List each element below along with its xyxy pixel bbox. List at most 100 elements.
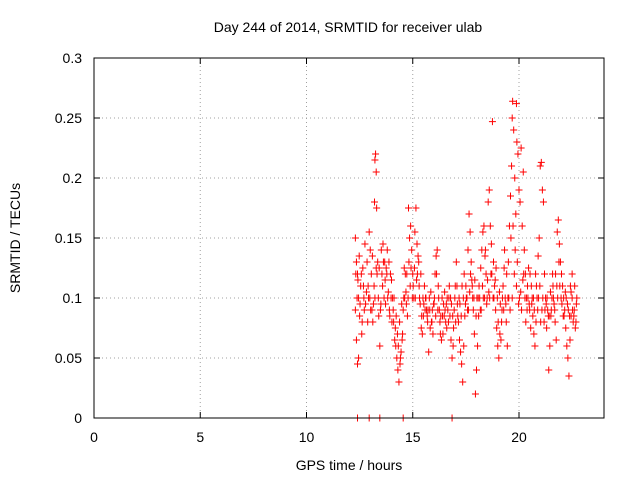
data-point — [413, 240, 421, 248]
data-point — [545, 366, 553, 374]
data-point — [362, 288, 370, 296]
data-point — [464, 306, 472, 314]
data-point — [439, 330, 447, 338]
data-point — [470, 330, 478, 338]
data-point — [449, 342, 457, 350]
data-point — [568, 270, 576, 278]
data-point — [398, 300, 406, 308]
data-point — [490, 258, 497, 266]
data-point — [527, 324, 535, 332]
data-point — [572, 318, 580, 326]
data-point — [443, 324, 451, 332]
data-point — [538, 186, 546, 194]
data-point — [477, 306, 485, 314]
data-point — [509, 222, 517, 230]
data-point — [475, 282, 483, 290]
data-point — [543, 324, 551, 332]
data-point — [422, 294, 430, 302]
data-point — [390, 294, 398, 302]
data-point — [492, 264, 500, 272]
data-point — [517, 288, 525, 296]
data-point — [384, 294, 392, 302]
data-point — [464, 246, 472, 254]
data-point — [358, 318, 366, 326]
data-point — [396, 354, 404, 362]
data-point — [450, 324, 458, 332]
data-point — [496, 330, 504, 338]
data-point — [503, 270, 511, 278]
data-point — [352, 270, 360, 278]
data-point — [536, 162, 544, 170]
data-point — [516, 198, 524, 206]
data-point — [512, 100, 520, 108]
y-tick-label: 0.2 — [63, 170, 83, 186]
data-point — [508, 114, 516, 122]
data-point — [541, 306, 549, 314]
data-point — [352, 258, 360, 266]
data-point — [430, 300, 438, 308]
data-point — [412, 204, 420, 212]
data-point — [542, 300, 550, 308]
chart-title: Day 244 of 2014, SRMTID for receiver ula… — [214, 19, 483, 35]
data-point — [566, 336, 574, 344]
data-point — [564, 354, 572, 362]
data-point — [466, 228, 474, 236]
data-point — [491, 282, 499, 290]
data-point — [406, 234, 414, 242]
data-point — [391, 324, 399, 332]
data-point — [558, 270, 565, 278]
data-point — [371, 156, 379, 164]
data-point — [407, 222, 415, 230]
data-point — [395, 378, 403, 386]
data-point — [492, 306, 500, 314]
data-point — [403, 312, 411, 320]
data-point — [505, 294, 513, 302]
data-point — [411, 228, 419, 236]
data-point — [510, 126, 518, 134]
data-point — [460, 342, 468, 350]
data-point — [467, 270, 475, 278]
data-point — [388, 276, 395, 284]
data-point — [512, 282, 520, 290]
data-point — [398, 336, 406, 344]
data-point — [388, 318, 396, 326]
data-point — [545, 312, 553, 320]
y-tick-label: 0.15 — [55, 230, 82, 246]
data-point — [512, 210, 520, 218]
data-point — [546, 288, 554, 296]
data-point — [525, 300, 533, 308]
data-point — [466, 288, 474, 296]
x-tick-label: 20 — [511, 429, 527, 445]
data-point — [354, 276, 362, 284]
data-point — [427, 318, 435, 326]
data-point — [376, 306, 384, 314]
data-point — [570, 312, 578, 320]
data-point — [368, 252, 376, 260]
data-point — [371, 294, 379, 302]
data-point — [537, 318, 545, 326]
data-point — [429, 330, 437, 338]
data-point — [519, 168, 527, 176]
data-point — [562, 324, 570, 332]
data-point — [435, 294, 443, 302]
data-point — [441, 288, 449, 296]
data-point — [507, 234, 515, 242]
data-point — [351, 306, 359, 314]
data-point — [418, 312, 426, 320]
data-point — [558, 300, 566, 308]
data-point — [361, 240, 369, 248]
y-tick-label: 0.25 — [55, 110, 82, 126]
data-point — [460, 270, 468, 278]
data-point — [432, 252, 440, 260]
data-point — [500, 306, 508, 314]
data-point — [396, 360, 404, 368]
data-point — [383, 246, 391, 254]
data-point — [553, 228, 561, 236]
data-point — [425, 348, 433, 356]
data-point — [379, 240, 387, 248]
data-point — [447, 336, 455, 344]
data-point — [571, 324, 579, 332]
data-point — [441, 306, 449, 314]
data-point — [379, 282, 387, 290]
data-point — [433, 246, 441, 254]
